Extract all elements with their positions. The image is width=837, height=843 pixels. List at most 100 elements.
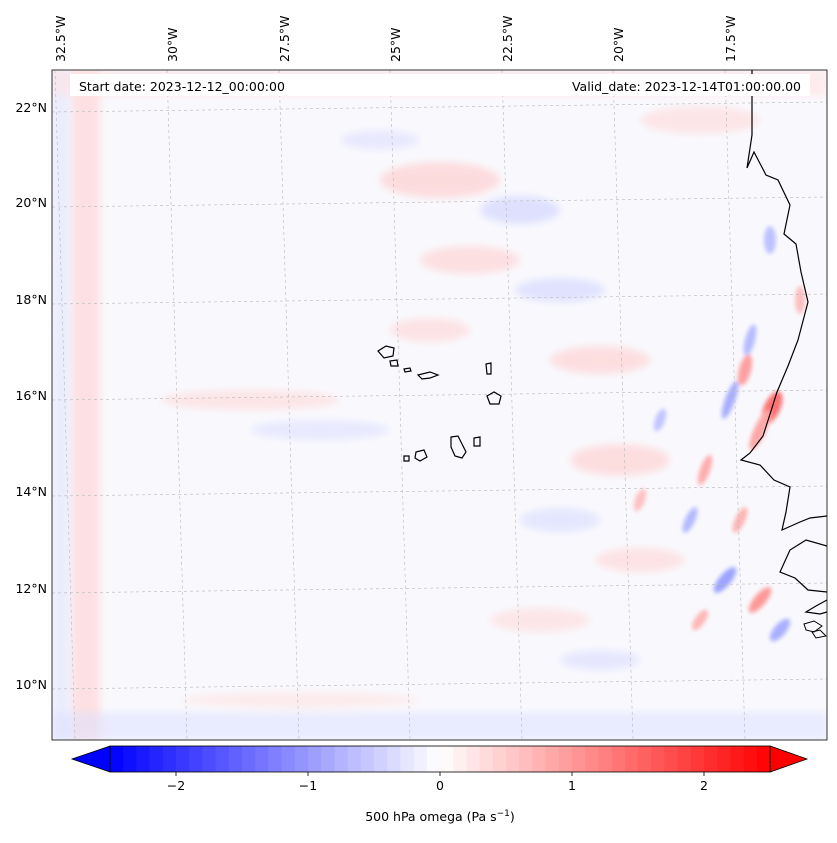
omega-patch [480,196,560,224]
map-frame [51,69,828,741]
colorbar-extend-high [769,745,809,773]
omega-patch [250,420,390,440]
omega-patch [515,278,605,302]
colorbar-cell [651,746,665,772]
colorbar-cell [704,746,718,772]
colorbar-cell [572,746,586,772]
colorbar-tick-label: 1 [568,778,576,793]
lon-label: 27.5°W [277,16,292,62]
latitude-labels: 22°N 20°N 18°N 16°N 14°N 12°N 10°N [15,100,47,692]
omega-patch [520,508,600,532]
colorbar-cell [506,746,520,772]
island-santo-antao [377,345,395,359]
date-annotation-band [70,74,810,96]
omega-min [764,226,776,254]
colorbar-tick-label: −1 [299,778,317,793]
gridlines [52,70,827,740]
lat-label: 18°N [15,292,47,307]
omega-max [691,609,709,631]
island-sao-nicolau [416,371,440,380]
omega-band-west [72,70,100,740]
colorbar-cell [281,746,296,772]
colorbar-label-exponent: −1 [497,809,510,819]
colorbar-cell [202,746,216,772]
omega-min [743,324,757,356]
gridline-lon [501,70,523,740]
colorbar-cell [677,746,692,772]
omega-min [769,618,791,642]
colorbar-cell [413,746,428,772]
colorbar-label: 500 hPa omega (Pa s−1) [365,809,515,824]
colorbar-cell [717,746,731,772]
colorbar-cell [664,746,678,772]
omega-max [748,587,772,613]
gridline-lon [612,70,634,740]
colorbar-cell [440,746,454,772]
island-boa-vista [486,391,502,405]
lat-label: 14°N [15,484,47,499]
colorbar-tick-label: 0 [436,778,444,793]
omega-max [737,354,753,386]
colorbar-cell [215,746,230,772]
colorbar-cell [242,746,256,772]
colorbar-cell [228,746,243,772]
omega-min [713,567,737,593]
colorbar-cells [110,746,771,772]
omega-patch [380,162,500,198]
gridline-lon [166,70,188,740]
colorbar-cell [690,746,705,772]
colorbar-cell [638,746,652,772]
omega-min [653,408,667,432]
lon-label: 20°W [611,27,626,62]
colorbar-cell [453,746,467,772]
colorbar-tick-label: −2 [167,778,185,793]
map-panel: Start date: 2023-12-12_00:00:00 Valid_da… [51,69,828,741]
island-bijagos [803,620,823,633]
cape-verde-islands [377,345,502,462]
omega-patch [550,346,650,374]
omega-patch [420,246,520,274]
colorbar-cell [294,746,309,772]
omega-patch [160,390,340,410]
colorbar-cell [360,746,375,772]
colorbar-cell [492,746,507,772]
gridline-lon [389,70,411,740]
colorbar-cell [624,746,639,772]
omega-max [795,286,805,314]
lat-label: 12°N [15,581,47,596]
colorbar-cell [532,746,546,772]
lat-label: 16°N [15,388,47,403]
colorbar-cell [308,746,322,772]
island-santa-luzia [403,367,412,373]
colorbar-label-close: ) [510,809,515,824]
omega-max [633,488,647,512]
gridline-lon [278,70,300,740]
lon-label: 32.5°W [53,16,68,62]
omega-max [697,454,713,486]
omega-patch [570,444,670,476]
island-brava [403,455,410,462]
longitude-labels: 32.5°W 30°W 27.5°W 25°W 22.5°W 20°W 17.5… [53,16,738,62]
colorbar-extend-low [70,745,111,773]
colorbar-cell [545,746,560,772]
omega-band-west-edge [52,70,70,740]
colorbar-cell [426,746,441,772]
colorbar-cell [149,746,164,772]
colorbar-cell [479,746,494,772]
colorbar-cell [387,746,401,772]
lat-label: 22°N [15,100,47,115]
gridline-lon [54,70,76,740]
island-santiago [450,435,467,459]
colorbar-cell [730,746,744,772]
colorbar-cell [136,746,150,772]
colorbar-cell [466,746,480,772]
colorbar-cell [558,746,573,772]
valid-date-label: Valid_date: 2023-12-14T01:00:00.00 [572,79,801,94]
colorbar-cell [519,746,533,772]
start-date-label: Start date: 2023-12-12_00:00:00 [79,79,285,94]
island-maio [473,436,481,447]
colorbar-label-main: 500 hPa omega (Pa s [365,809,496,824]
lat-label: 10°N [15,677,47,692]
